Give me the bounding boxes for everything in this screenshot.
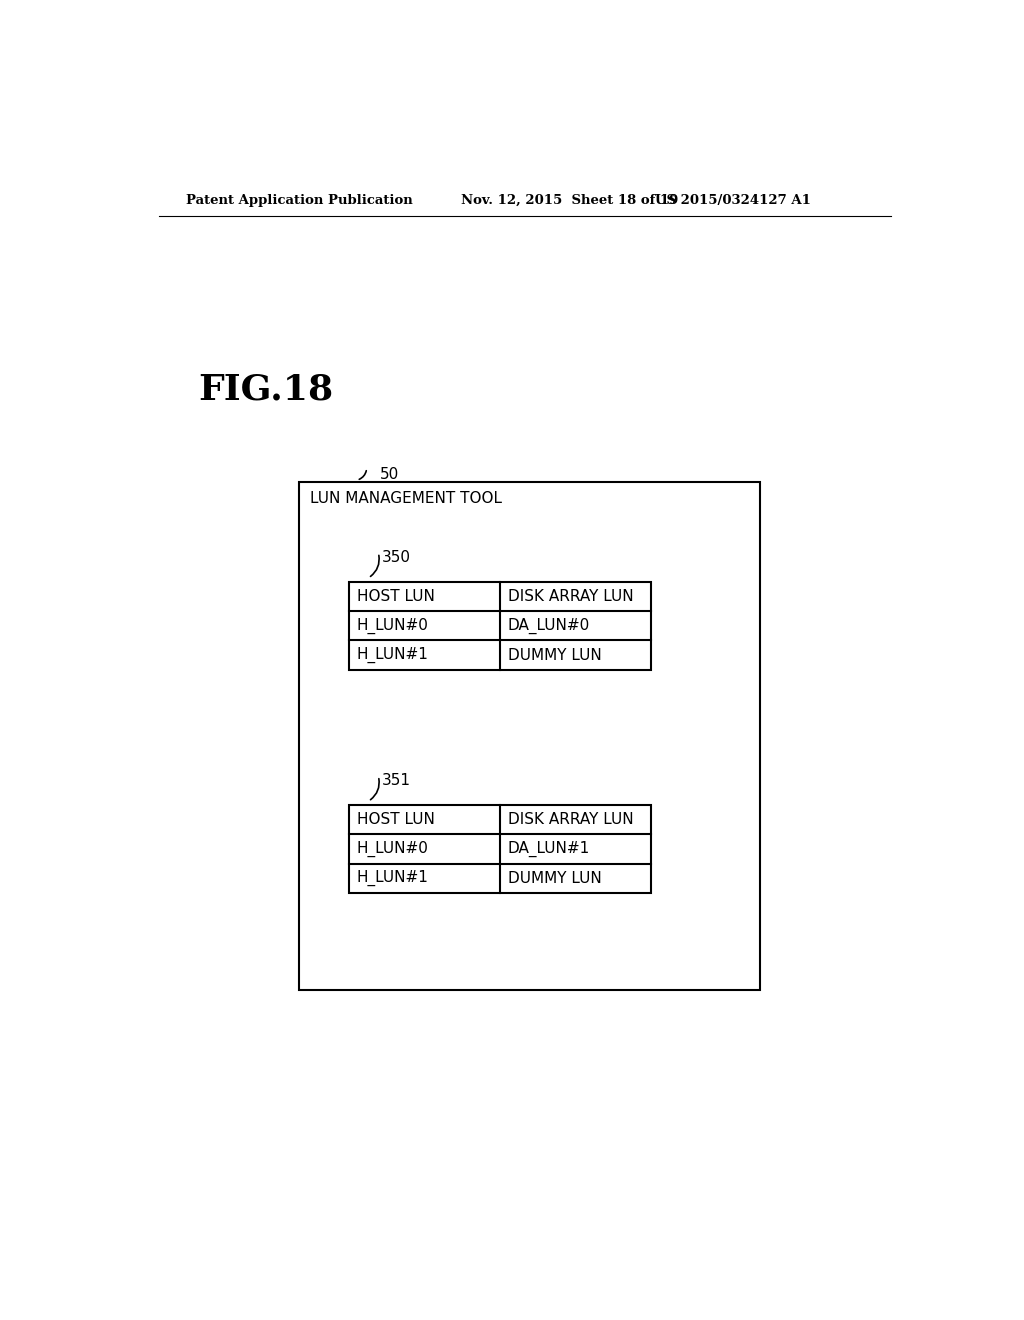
Bar [299,482,760,990]
Text: H_LUN#0: H_LUN#0 [356,841,428,857]
Text: HOST LUN: HOST LUN [356,589,434,605]
Text: FIG.18: FIG.18 [198,372,333,407]
Text: 350: 350 [381,549,411,565]
Text: DA_LUN#1: DA_LUN#1 [508,841,590,857]
Text: DUMMY LUN: DUMMY LUN [508,648,601,663]
Text: DA_LUN#0: DA_LUN#0 [508,618,590,634]
Text: US 2015/0324127 A1: US 2015/0324127 A1 [655,194,811,207]
Text: H_LUN#1: H_LUN#1 [356,870,428,887]
Text: DISK ARRAY LUN: DISK ARRAY LUN [508,589,634,605]
Text: 50: 50 [380,466,399,482]
Bar [349,582,651,669]
Bar [349,805,651,892]
Text: HOST LUN: HOST LUN [356,812,434,828]
Text: DUMMY LUN: DUMMY LUN [508,871,601,886]
Text: 351: 351 [381,774,411,788]
Text: H_LUN#0: H_LUN#0 [356,618,428,634]
Text: H_LUN#1: H_LUN#1 [356,647,428,663]
Text: LUN MANAGEMENT TOOL: LUN MANAGEMENT TOOL [310,491,502,507]
Text: Patent Application Publication: Patent Application Publication [186,194,413,207]
Text: DISK ARRAY LUN: DISK ARRAY LUN [508,812,634,828]
Text: Nov. 12, 2015  Sheet 18 of 19: Nov. 12, 2015 Sheet 18 of 19 [461,194,679,207]
